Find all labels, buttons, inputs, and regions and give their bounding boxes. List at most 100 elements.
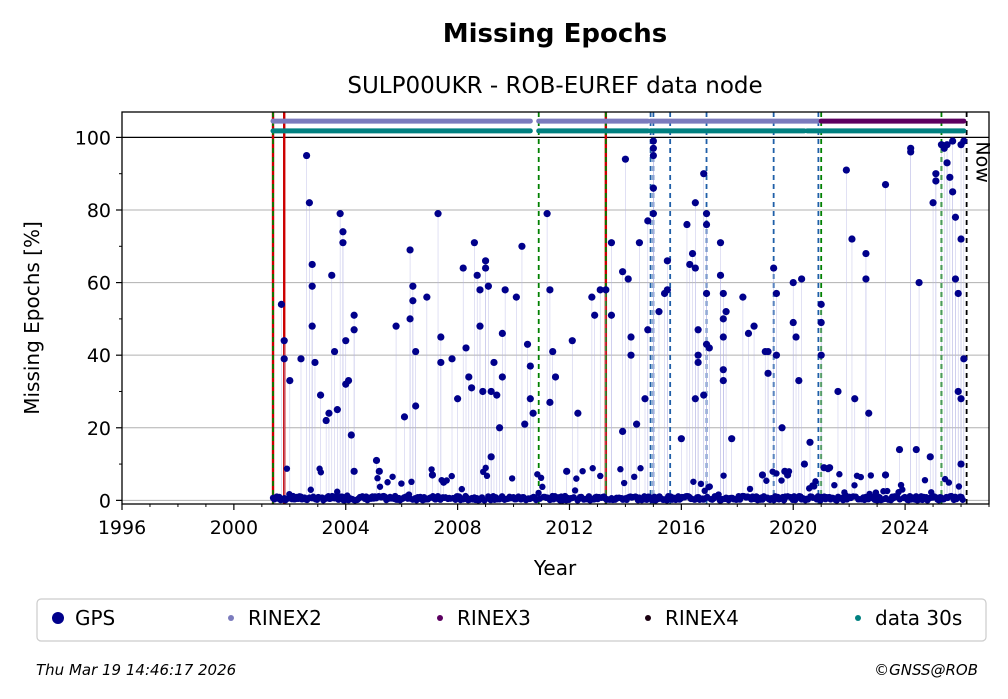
legend-marker-rinex4 (645, 615, 651, 621)
gps-point (857, 473, 864, 481)
gps-point (490, 358, 498, 367)
gps-point (316, 391, 325, 399)
gps-point (772, 289, 781, 298)
gps-point (573, 475, 580, 482)
gps-point (705, 344, 713, 352)
gps-point (764, 347, 772, 356)
gps-point (719, 289, 727, 298)
gps-point (834, 387, 842, 396)
gps-point (750, 322, 758, 330)
gps-point (423, 293, 431, 301)
gps-point (881, 471, 890, 479)
event-lines (271, 112, 968, 504)
gps-point (302, 151, 311, 160)
gps-point (591, 311, 599, 319)
gps-point (719, 315, 727, 323)
gps-point (773, 470, 780, 477)
gps-point (795, 376, 803, 385)
gps-point (867, 472, 875, 479)
gps-point (691, 395, 699, 403)
gps-point (865, 409, 873, 417)
gps-point (719, 376, 727, 385)
gps-point (350, 467, 358, 475)
gps-point (700, 170, 708, 178)
gps-point (350, 311, 358, 319)
gps-point (716, 239, 725, 247)
gps-point (649, 210, 657, 218)
gps-point (549, 347, 557, 356)
gps-point (954, 387, 962, 396)
gps-point (663, 286, 671, 294)
gps-point (957, 395, 965, 403)
gps-point (607, 311, 616, 319)
gps-point (563, 467, 571, 475)
gps-point (339, 228, 347, 236)
gps-point (325, 409, 333, 417)
gps-point (487, 453, 495, 461)
gps-point (862, 249, 870, 258)
gps-point (907, 148, 915, 156)
gps-point (330, 347, 339, 356)
gps-point (649, 137, 657, 145)
gps-point (518, 242, 526, 250)
gps-point (526, 362, 534, 370)
gps-point (526, 395, 534, 403)
y-tick-label-100: 100 (75, 127, 111, 149)
gps-point (389, 473, 396, 480)
gps-point (959, 496, 966, 503)
gps-point (798, 275, 806, 283)
gps-point (694, 326, 702, 334)
gps-point (932, 177, 940, 185)
gps-point (428, 471, 437, 479)
gps-point (384, 479, 391, 486)
gps-point (308, 322, 316, 330)
gps-point (398, 480, 405, 487)
gps-point (339, 239, 347, 247)
gps-point (960, 137, 968, 145)
gps-point (637, 465, 644, 472)
gps-point (458, 485, 466, 493)
gps-point (602, 286, 610, 294)
gps-point (621, 155, 630, 163)
y-axis-label: Missing Epochs [%] (20, 221, 44, 415)
gps-point (686, 260, 694, 269)
gps-point (715, 491, 722, 498)
gps-point (434, 210, 442, 218)
gps-point (305, 199, 313, 207)
gps-point (728, 435, 736, 443)
legend-label-data-30s: data 30s (875, 606, 962, 630)
x-tick-label-2000: 2000 (210, 517, 258, 539)
gps-point (812, 478, 819, 485)
gps-point (627, 351, 635, 359)
gps-point (619, 427, 627, 436)
gps-point (376, 483, 384, 490)
gps-point (574, 409, 582, 417)
x-axis-ticks: 1996 2000 2004 2008 2012 2016 2020 2024 (98, 504, 990, 539)
gps-points (269, 137, 968, 504)
footer-copyright: ©GNSS@ROB (874, 661, 978, 679)
footer-timestamp: Thu Mar 19 14:46:17 2026 (36, 661, 236, 679)
gps-point (739, 293, 747, 301)
gps-point (375, 467, 383, 475)
gps-point (508, 475, 516, 482)
gps-point (763, 477, 770, 484)
gps-point (523, 340, 532, 348)
gps-point (851, 395, 859, 403)
gps-point (543, 210, 551, 218)
gps-point (663, 257, 671, 265)
gps-point (479, 387, 487, 396)
gps-point (955, 483, 963, 490)
gps-point (551, 373, 560, 381)
gps-point (789, 318, 797, 327)
gps-point (951, 213, 960, 221)
gps-point (596, 286, 604, 294)
gps-point (912, 445, 920, 454)
gps-point (465, 373, 473, 381)
legend-label-rinex2: RINEX2 (248, 606, 322, 630)
gps-point (400, 413, 409, 421)
gps-point (960, 355, 968, 363)
gps-point (443, 477, 450, 484)
gps-point (722, 308, 730, 316)
gps-point (462, 344, 470, 352)
x-tick-label-2024: 2024 (881, 517, 929, 539)
